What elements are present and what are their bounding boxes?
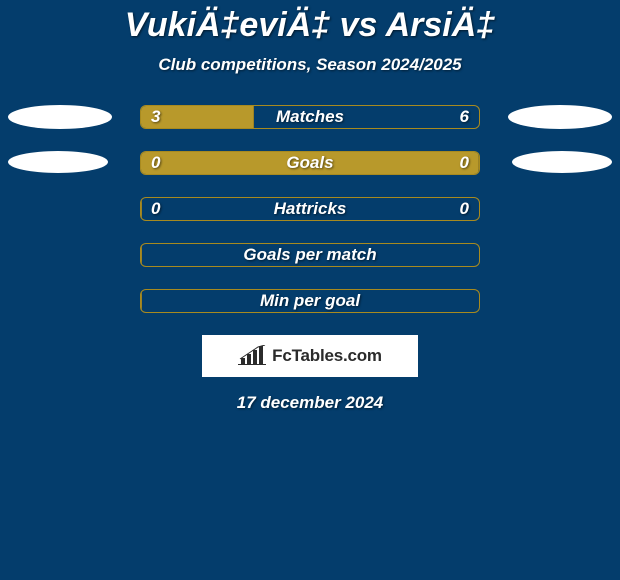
stat-bar: 3 Matches 6 (140, 105, 480, 129)
player-right-ellipse-icon (508, 105, 612, 129)
stat-row: 0 Hattricks 0 (0, 197, 620, 221)
stat-right-value: 0 (460, 153, 469, 173)
stat-label: Hattricks (141, 199, 479, 219)
stat-label: Min per goal (141, 291, 479, 311)
stat-row: Min per goal (0, 289, 620, 313)
player-left-ellipse-icon (8, 105, 112, 129)
stat-row: 0 Goals 0 (0, 151, 620, 175)
fctables-logo-text: FcTables.com (272, 346, 382, 366)
stat-label: Matches (141, 107, 479, 127)
stat-bar: 0 Hattricks 0 (140, 197, 480, 221)
stat-bar: 0 Goals 0 (140, 151, 480, 175)
page-title: VukiÄ‡eviÄ‡ vs ArsiÄ‡ (0, 0, 620, 45)
player-right-ellipse-icon (512, 151, 612, 173)
stat-row: 3 Matches 6 (0, 105, 620, 129)
stat-label: Goals per match (141, 245, 479, 265)
bar-chart-icon (238, 345, 266, 367)
stat-label: Goals (141, 153, 479, 173)
date-text: 17 december 2024 (0, 393, 620, 413)
stat-right-value: 0 (460, 199, 469, 219)
stat-bar: Goals per match (140, 243, 480, 267)
stat-rows: 3 Matches 6 0 Goals 0 0 Hattricks 0 (0, 105, 620, 313)
stat-bar: Min per goal (140, 289, 480, 313)
comparison-infographic: VukiÄ‡eviÄ‡ vs ArsiÄ‡ Club competitions,… (0, 0, 620, 580)
stat-row: Goals per match (0, 243, 620, 267)
fctables-logo: FcTables.com (202, 335, 418, 377)
player-left-ellipse-icon (8, 151, 108, 173)
stat-right-value: 6 (460, 107, 469, 127)
page-subtitle: Club competitions, Season 2024/2025 (0, 55, 620, 75)
